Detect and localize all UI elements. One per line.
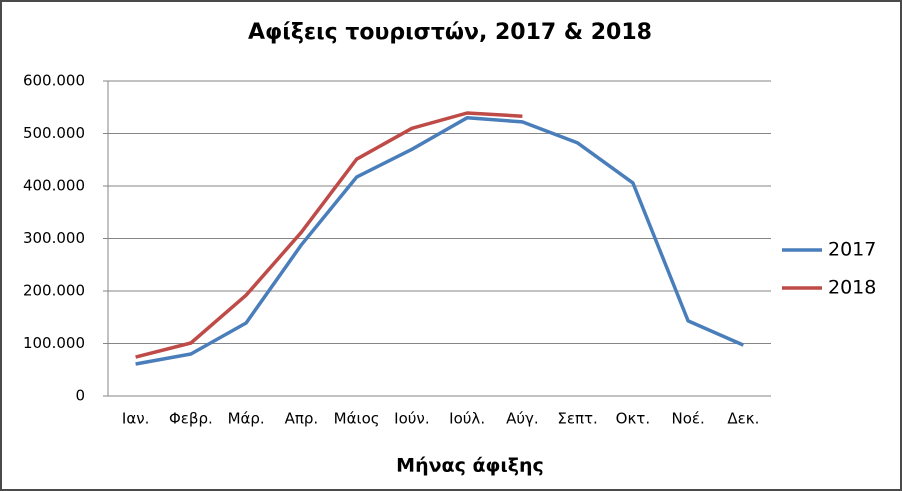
x-axis-label: Μήνας άφιξης xyxy=(396,455,544,477)
y-tick-label: 100.000 xyxy=(23,334,85,352)
y-tick-label: 500.000 xyxy=(23,124,85,142)
chart-title: Αφίξεις τουριστών, 2017 & 2018 xyxy=(248,20,652,45)
x-tick-label: Ιαν. xyxy=(122,410,149,428)
x-tick-label: Ιούν. xyxy=(394,410,429,428)
x-tick-label: Νοέ. xyxy=(671,410,704,428)
legend-label: 2017 xyxy=(828,239,876,261)
y-tick-label: 300.000 xyxy=(23,229,85,247)
x-tick-label: Μάιος xyxy=(334,410,380,428)
y-tick-label: 200.000 xyxy=(23,282,85,300)
line-series xyxy=(135,111,523,359)
y-tick-label: 0 xyxy=(75,387,85,405)
x-tick-label: Δεκ. xyxy=(727,410,759,428)
x-tick-label: Ιούλ. xyxy=(449,410,485,428)
x-tick-label: Οκτ. xyxy=(616,410,650,428)
x-tick-label: Αύγ. xyxy=(506,410,539,428)
x-tick-label: Απρ. xyxy=(285,410,319,428)
y-tick-label: 400.000 xyxy=(23,177,85,195)
y-tick-label: 600.000 xyxy=(23,72,85,90)
x-tick-label: Φεβρ. xyxy=(169,410,213,428)
x-tick-label: Σεπτ. xyxy=(557,410,597,428)
legend-label: 2018 xyxy=(828,277,876,299)
x-tick-label: Μάρ. xyxy=(228,410,265,428)
line-series xyxy=(135,116,745,366)
